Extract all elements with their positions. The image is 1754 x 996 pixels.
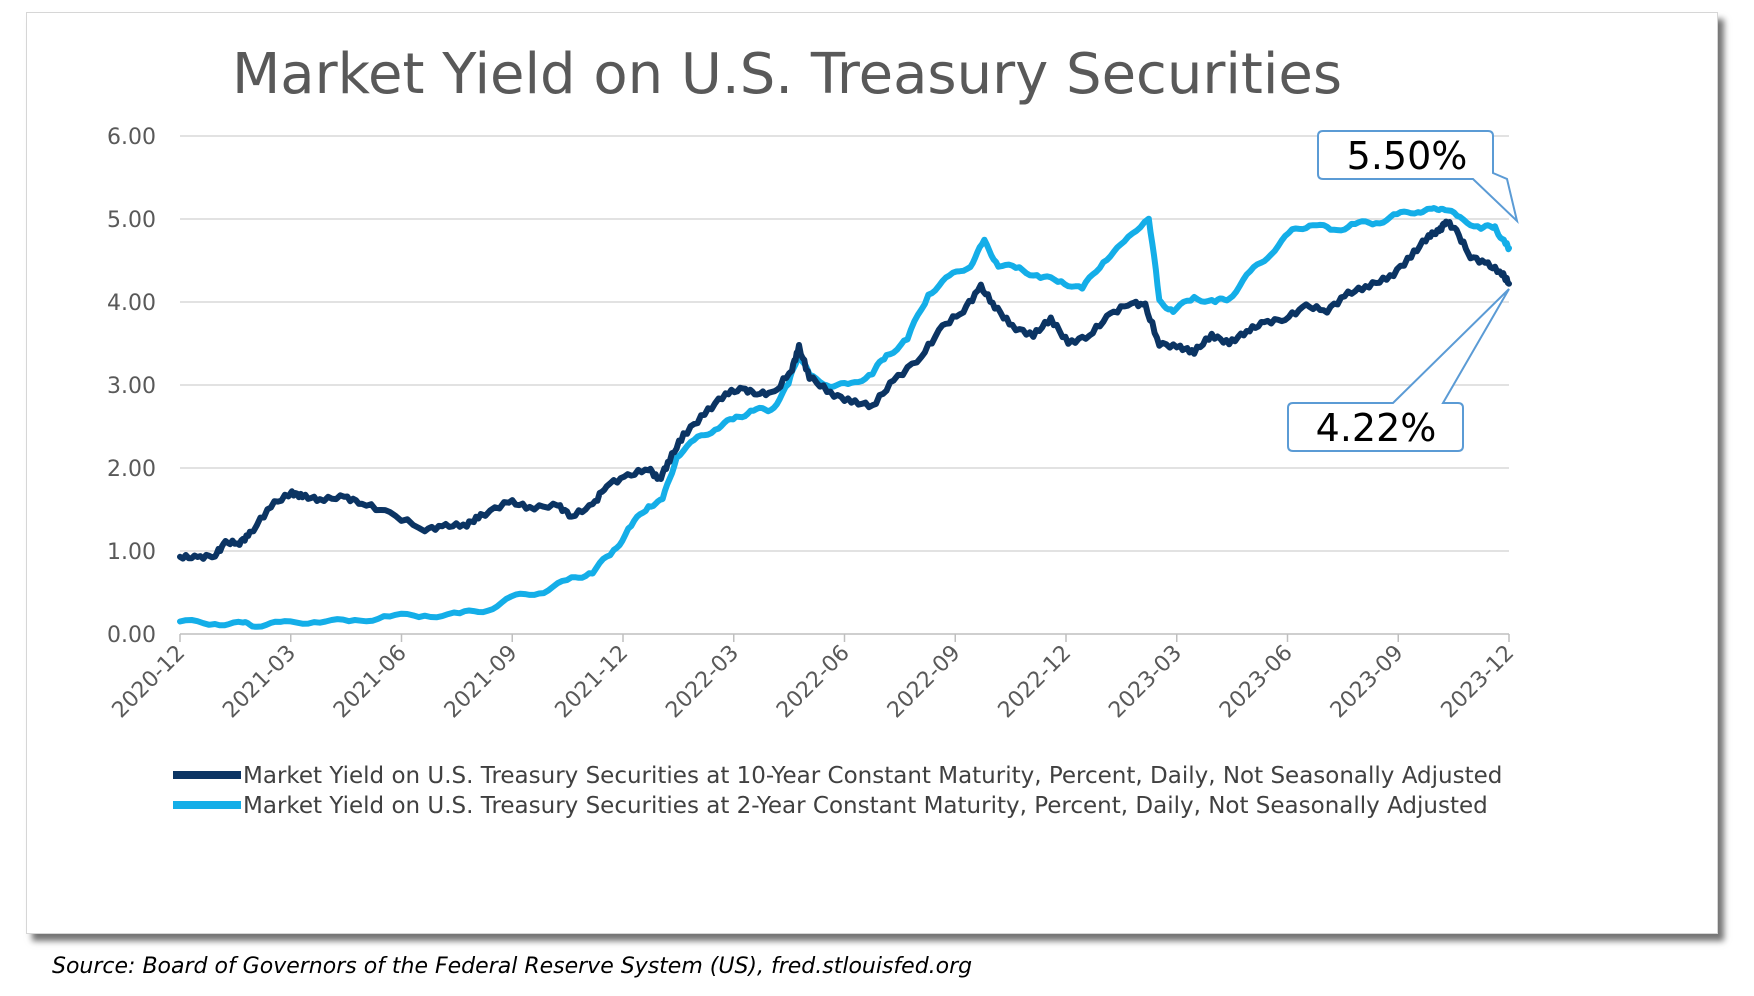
- callout-ten-year-label: 4.22%: [1316, 406, 1437, 450]
- chart-card: Market Yield on U.S. Treasury Securities…: [26, 12, 1718, 934]
- y-tick-label-6: 6.00: [107, 125, 156, 150]
- x-tick-label-2: 2021-06: [329, 641, 412, 724]
- callout-two-year-box: [1317, 130, 1519, 225]
- gridlines: [179, 135, 1510, 642]
- source-note: Source: Board of Governors of the Federa…: [52, 954, 973, 979]
- y-tick-label-1: 1.00: [107, 540, 156, 565]
- x-tick-label-9: 2023-03: [1104, 641, 1187, 724]
- x-tick-label-3: 2021-09: [440, 641, 523, 724]
- x-tick-label-12: 2023-12: [1437, 641, 1520, 724]
- y-tick-label-3: 3.00: [107, 374, 156, 399]
- y-tick-label-0: 0.00: [107, 623, 156, 648]
- series-lines: [177, 205, 1512, 630]
- x-tick-label-11: 2023-09: [1326, 641, 1409, 724]
- callout-ten-year-box: [1287, 288, 1510, 452]
- x-tick-label-8: 2022-12: [994, 641, 1077, 724]
- series-line-two-year: [177, 205, 1512, 630]
- x-tick-label-7: 2022-09: [883, 641, 966, 724]
- chart-title: Market Yield on U.S. Treasury Securities: [232, 42, 1342, 107]
- legend-label-two-year: Market Yield on U.S. Treasury Securities…: [243, 793, 1488, 819]
- legend-label-ten-year: Market Yield on U.S. Treasury Securities…: [243, 763, 1502, 789]
- legend: Market Yield on U.S. Treasury Securities…: [173, 763, 1502, 819]
- x-tick-label-4: 2021-12: [551, 641, 634, 724]
- y-tick-label-5: 5.00: [107, 208, 156, 233]
- x-tick-label-5: 2022-03: [661, 641, 744, 724]
- y-axis-tick-labels: 0.00 1.00 2.00 3.00 4.00 5.00 6.00: [107, 125, 156, 648]
- x-axis-tick-labels: 2020-12 2021-03 2021-06 2021-09 2021-12 2022-…: [108, 641, 1520, 724]
- x-tick-label-0: 2020-12: [108, 641, 191, 724]
- x-tick-label-1: 2021-03: [218, 641, 301, 724]
- y-tick-label-2: 2.00: [107, 457, 156, 482]
- y-tick-label-4: 4.00: [107, 291, 156, 316]
- legend-item-ten-year: Market Yield on U.S. Treasury Securities…: [173, 763, 1502, 789]
- callout-two-year-label: 5.50%: [1347, 134, 1468, 178]
- callout-two-year: 5.50%: [1317, 130, 1519, 225]
- legend-item-two-year: Market Yield on U.S. Treasury Securities…: [173, 793, 1488, 819]
- x-tick-label-10: 2023-06: [1215, 641, 1298, 724]
- callout-ten-year: 4.22%: [1287, 288, 1510, 452]
- series-line-ten-year: [177, 218, 1512, 562]
- x-tick-label-6: 2022-06: [772, 641, 855, 724]
- chart-svg: Market Yield on U.S. Treasury Securities…: [107, 42, 1520, 819]
